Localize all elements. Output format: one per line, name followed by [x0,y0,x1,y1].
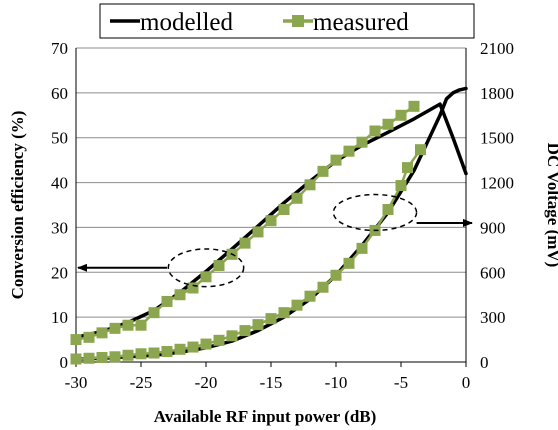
marker-measured-left-20 [330,154,342,166]
y-left-tick-0: 0 [60,353,69,372]
marker-measured-right-25 [395,180,407,192]
y-right-tick-6: 1800 [480,84,514,103]
x-tick-2: -20 [195,373,218,392]
marker-measured-left-6 [148,307,160,319]
marker-measured-left-26 [408,100,420,112]
marker-measured-right-11 [213,334,225,346]
marker-measured-left-7 [161,295,173,307]
marker-measured-left-17 [291,192,303,204]
y-left-tick-3: 30 [51,218,68,237]
marker-measured-left-25 [395,109,407,121]
y-right-tick-5: 1500 [480,129,514,148]
y-right-tick-labels: 0 300 600 900 1200 1500 1800 2100 [480,39,514,372]
marker-measured-right-22 [356,242,368,254]
y-right-axis-label: DC Voltage (mV) [544,143,558,268]
marker-measured-right-12 [226,330,238,342]
legend-measured-label: measured [313,9,409,36]
marker-measured-right-7 [161,346,173,358]
marker-measured-right-19 [317,281,329,293]
marker-measured-left-18 [304,179,316,191]
annotation-layer [77,193,473,288]
legend-measured-marker [292,15,304,27]
marker-measured-left-21 [343,145,355,157]
marker-measured-right-27 [415,144,426,156]
y-right-tick-3: 900 [480,218,506,237]
marker-measured-right-26 [402,162,413,174]
marker-measured-left-8 [174,289,186,301]
marker-measured-left-19 [317,165,329,177]
x-tick-4: -10 [325,373,348,392]
marker-measured-left-9 [187,282,199,294]
y-right-tick-4: 1200 [480,174,514,193]
marker-measured-right-3 [109,351,121,363]
y-left-tick-7: 70 [51,39,68,58]
series-layer [70,86,468,365]
y-right-tick-1: 300 [480,308,506,327]
marker-measured-left-4 [122,319,134,331]
annotation-ellipse-1 [332,193,418,232]
x-tick-0: -30 [65,373,88,392]
y-left-tick-4: 40 [51,174,68,193]
y-left-tick-1: 10 [51,308,68,327]
x-tick-6: 0 [462,373,471,392]
marker-measured-right-13 [239,325,251,337]
marker-measured-left-23 [369,125,381,137]
marker-measured-right-4 [122,349,134,361]
annotation-ellipse-0 [167,248,245,288]
y-right-tick-7: 2100 [480,39,514,58]
y-right-tick-0: 0 [480,353,489,372]
y-left-tick-5: 50 [51,129,68,148]
marker-measured-right-20 [330,269,342,281]
y-left-tick-labels: 0 10 20 30 40 50 60 70 [51,39,68,372]
series-line-modelled-left [74,102,468,340]
x-tick-1: -25 [130,373,153,392]
marker-measured-left-14 [252,226,264,238]
marker-measured-left-24 [382,118,394,130]
marker-measured-right-6 [148,347,160,359]
x-tick-3: -15 [260,373,283,392]
marker-measured-left-0 [70,334,82,346]
marker-measured-right-5 [135,348,147,360]
marker-measured-left-22 [356,136,368,148]
marker-measured-right-14 [252,319,264,331]
legend: modelled measured [99,3,475,39]
marker-measured-right-17 [291,299,303,311]
x-tick-labels: -30 -25 -20 -15 -10 -5 0 [65,373,471,392]
marker-measured-right-21 [343,257,355,269]
marker-measured-right-1 [83,352,95,364]
marker-measured-left-10 [200,271,212,283]
y-left-tick-6: 60 [51,84,68,103]
marker-measured-left-11 [213,260,225,272]
marker-measured-left-1 [83,331,95,343]
marker-measured-left-16 [278,203,290,215]
marker-measured-right-18 [304,290,316,302]
series-line-measured-right [74,148,422,361]
marker-measured-right-16 [278,307,290,319]
y-left-axis-label: Conversion efficiency (%) [8,111,27,300]
marker-measured-left-15 [265,215,277,227]
x-tick-5: -5 [394,373,408,392]
marker-measured-right-0 [70,353,82,365]
marker-measured-right-8 [174,343,186,355]
marker-measured-right-15 [265,313,277,325]
marker-measured-right-10 [200,338,212,350]
marker-measured-right-2 [96,352,108,364]
x-axis-label: Available RF input power (dB) [154,407,377,426]
axes [75,48,467,367]
marker-measured-left-13 [239,237,251,249]
legend-modelled-label: modelled [140,9,234,36]
marker-measured-right-24 [382,203,394,215]
marker-measured-right-9 [187,341,199,353]
marker-measured-left-5 [135,319,147,331]
y-left-tick-2: 20 [51,263,68,282]
y-right-tick-2: 600 [480,263,506,282]
marker-measured-left-3 [109,322,121,334]
marker-measured-left-2 [96,327,108,339]
